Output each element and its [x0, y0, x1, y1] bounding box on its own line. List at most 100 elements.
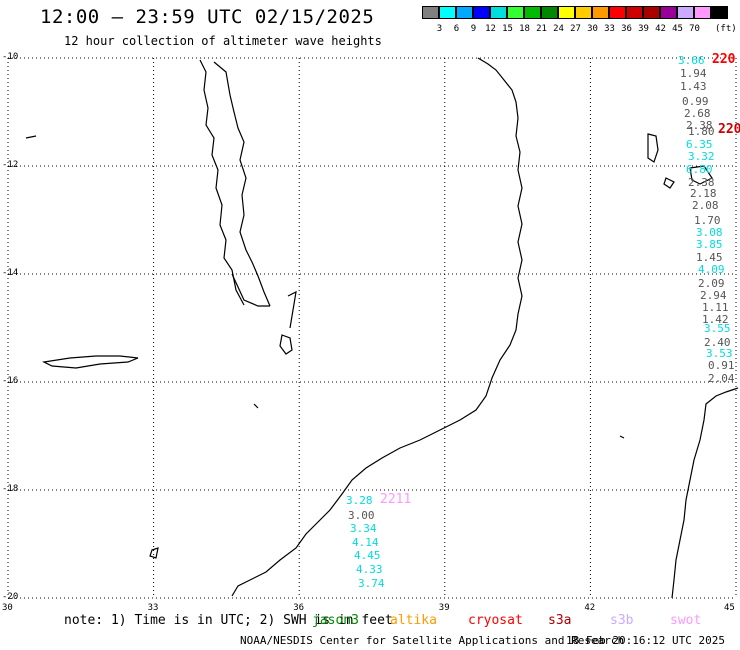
legend-swatch — [643, 6, 660, 19]
madagascar-coast — [671, 387, 739, 599]
satellite-label: cryosat — [468, 613, 523, 628]
credit-text: NOAA/NESDIS Center for Satellite Applica… — [240, 634, 625, 647]
swh-value: 1.42 — [702, 313, 729, 326]
islet-bazaruto — [149, 547, 159, 559]
swh-value: 2.94 — [700, 289, 727, 302]
swh-value: 6.80 — [686, 163, 713, 176]
swh-value: 4.45 — [354, 549, 381, 562]
latitude-label: -20 — [2, 592, 19, 602]
satellite-label: jason3 — [312, 613, 359, 628]
legend-tick-label: 6 — [453, 24, 460, 34]
footer-note: note: 1) Time is in UTC; 2) SWH is in fe… — [64, 613, 393, 628]
longitude-label: 36 — [293, 603, 305, 613]
swh-value: 2.08 — [692, 199, 719, 212]
swh-value: 0.99 — [682, 95, 709, 108]
legend-tick-label: 9 — [470, 24, 477, 34]
legend-swatch — [711, 6, 728, 19]
page-title: 12:00 – 23:59 UTC 02/15/2025 — [40, 6, 375, 28]
islet-small-2 — [619, 435, 625, 439]
swh-value: 3.00 — [348, 509, 375, 522]
longitude-label: 39 — [438, 603, 450, 613]
legend-tick-label: 24 — [553, 24, 564, 34]
legend-swatch — [541, 6, 558, 19]
legend-tick-label: 33 — [604, 24, 615, 34]
legend-swatch — [660, 6, 677, 19]
swh-value: 2.68 — [684, 107, 711, 120]
swh-value: 3.55 — [704, 322, 731, 335]
lake-malawi-west-shore — [199, 59, 245, 306]
swh-value: 3.53 — [706, 347, 733, 360]
mozambique-coast — [231, 57, 523, 597]
swh-value: 3.08 — [696, 226, 723, 239]
legend-tick-label: 3 — [436, 24, 443, 34]
swh-value: 4.09 — [698, 263, 725, 276]
lake-malawi-south — [231, 273, 270, 307]
legend-tick-label: 18 — [519, 24, 530, 34]
swh-value: 1.94 — [680, 67, 707, 80]
satellite-label: altika — [390, 613, 437, 628]
legend-tick-label: 30 — [587, 24, 598, 34]
lake-malawi-east-shore — [213, 61, 271, 307]
page-subtitle: 12 hour collection of altimeter wave hei… — [64, 34, 382, 48]
legend-swatch — [609, 6, 626, 19]
legend-tick-label: 36 — [621, 24, 632, 34]
swh-value: 3.74 — [358, 577, 385, 590]
malawi-south-lake-tail — [42, 355, 139, 369]
swh-value: 2.04 — [708, 372, 735, 385]
legend-swatch — [439, 6, 456, 19]
swh-value: 2.18 — [690, 187, 717, 200]
swh-value: 0.91 — [708, 359, 735, 372]
latitude-label: -12 — [2, 160, 19, 170]
swh-value: 1.80 — [688, 125, 715, 138]
legend-swatch — [677, 6, 694, 19]
swh-value: 4.33 — [356, 563, 383, 576]
islet-west — [25, 135, 37, 139]
comoros-island-3 — [663, 177, 675, 189]
legend-tick-label: 39 — [638, 24, 649, 34]
legend-swatch — [490, 6, 507, 19]
legend-tick-label: 21 — [536, 24, 547, 34]
swh-value: 3.66 — [678, 54, 705, 67]
legend-tick-label: 70 — [689, 24, 700, 34]
legend-unit: (ft) — [715, 24, 737, 34]
pass-id-label: 2211 — [380, 492, 412, 507]
longitude-label: 42 — [584, 603, 596, 613]
legend-swatch — [473, 6, 490, 19]
lat-lon-grid — [7, 57, 737, 599]
legend-swatch — [694, 6, 711, 19]
swh-value: 3.85 — [696, 238, 723, 251]
legend-tick-label: 45 — [672, 24, 683, 34]
legend-tick-label: 12 — [485, 24, 496, 34]
comoros-island-1 — [647, 133, 659, 163]
satellite-label: s3a — [548, 613, 572, 628]
pass-id-label: 220 — [712, 52, 736, 67]
swh-value: 1.11 — [702, 301, 729, 314]
latitude-label: -14 — [2, 268, 19, 278]
swh-value: 1.70 — [694, 214, 721, 227]
legend-swatch — [507, 6, 524, 19]
longitude-label: 33 — [147, 603, 159, 613]
swh-value: 1.45 — [696, 251, 723, 264]
legend-swatch — [626, 6, 643, 19]
legend-swatch — [456, 6, 473, 19]
swh-value: 2.09 — [698, 277, 725, 290]
legend-swatch — [592, 6, 609, 19]
legend-swatch — [524, 6, 541, 19]
longitude-label: 45 — [724, 603, 735, 613]
legend-swatch — [575, 6, 592, 19]
latitude-label: -16 — [2, 376, 19, 386]
latitude-label: -18 — [2, 484, 19, 494]
swh-value: 3.28 — [346, 494, 373, 507]
latitude-label: -10 — [2, 52, 19, 62]
swh-value: 2.38 — [688, 176, 715, 189]
legend-tick-label: 15 — [502, 24, 513, 34]
pass-id-label: 220 — [718, 122, 740, 137]
swh-value: 6.35 — [686, 138, 713, 151]
legend-swatch — [422, 6, 439, 19]
legend-tick-label: 27 — [570, 24, 581, 34]
islet-small-1 — [253, 403, 259, 409]
comoros-island-2 — [689, 165, 713, 185]
generated-timestamp: 18 Feb 20:16:12 UTC 2025 — [566, 634, 725, 647]
legend-swatch — [558, 6, 575, 19]
